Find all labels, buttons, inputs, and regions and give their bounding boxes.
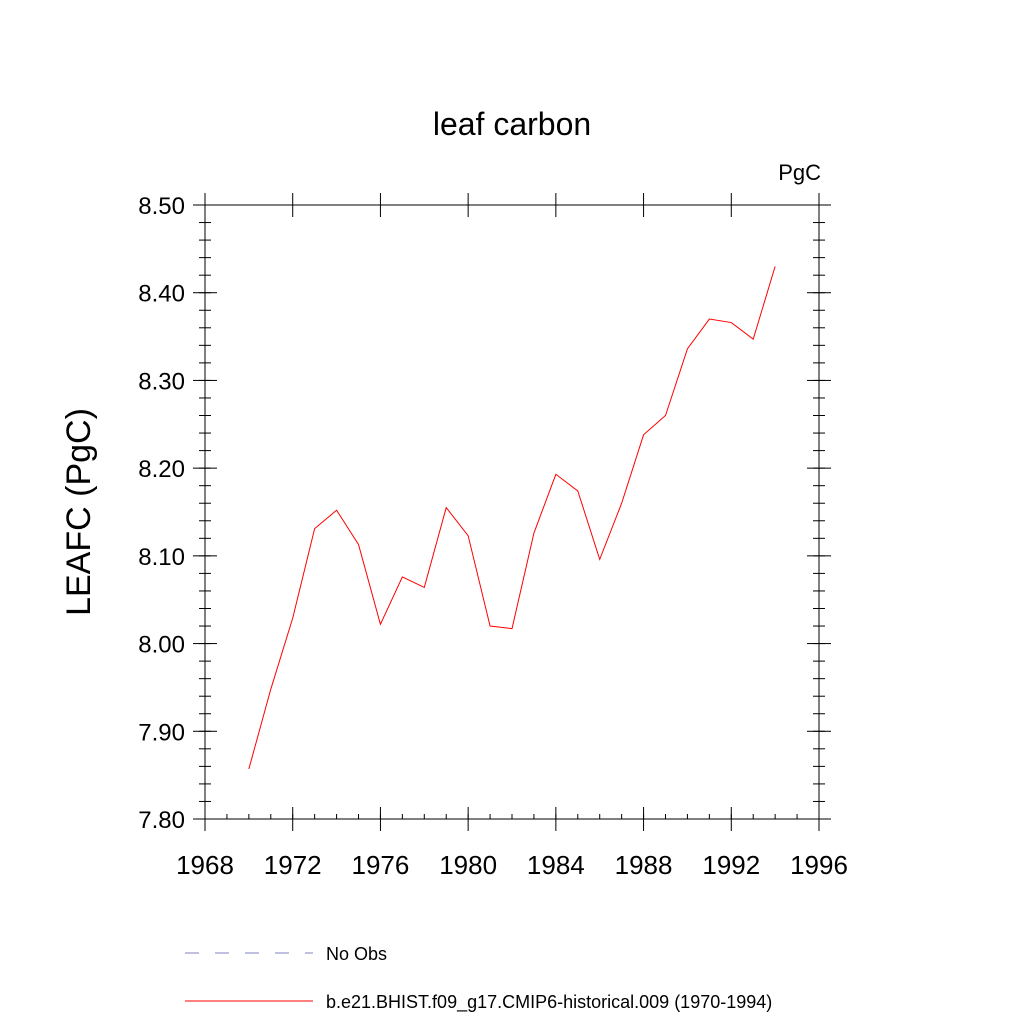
x-tick-label: 1976 — [352, 850, 410, 880]
x-tick-labels: 1968 1972 1976 1980 1984 1988 1992 1996 — [176, 850, 848, 880]
y-tick-labels: 7.80 7.90 8.00 8.10 8.20 8.30 8.40 8.50 — [138, 193, 185, 834]
x-tick-label: 1984 — [527, 850, 585, 880]
y-tick-label: 8.10 — [138, 544, 185, 571]
x-tick-label: 1980 — [439, 850, 497, 880]
units-label: PgC — [778, 160, 821, 185]
x-tick-label: 1992 — [702, 850, 760, 880]
axis-ticks — [193, 193, 831, 831]
x-tick-label: 1968 — [176, 850, 234, 880]
legend-label-obs: No Obs — [326, 944, 387, 964]
legend-label-model: b.e21.BHIST.f09_g17.CMIP6-historical.009… — [326, 992, 772, 1013]
series-group — [248, 266, 776, 770]
y-tick-label: 7.80 — [138, 807, 185, 834]
x-tick-label: 1996 — [790, 850, 848, 880]
y-tick-label: 8.50 — [138, 193, 185, 220]
legend: No Obs b.e21.BHIST.f09_g17.CMIP6-histori… — [185, 944, 772, 1013]
y-tick-label: 8.20 — [138, 456, 185, 483]
x-tick-label: 1972 — [264, 850, 322, 880]
y-tick-label: 8.00 — [138, 632, 185, 659]
x-tick-label: 1988 — [615, 850, 673, 880]
y-tick-label: 8.30 — [138, 368, 185, 395]
y-tick-label: 8.40 — [138, 281, 185, 308]
plot-frame — [204, 204, 820, 820]
y-tick-label: 7.90 — [138, 719, 185, 746]
chart-title: leaf carbon — [433, 106, 591, 142]
series-line-model — [248, 266, 776, 770]
y-axis-label: LEAFC (PgC) — [60, 408, 98, 616]
